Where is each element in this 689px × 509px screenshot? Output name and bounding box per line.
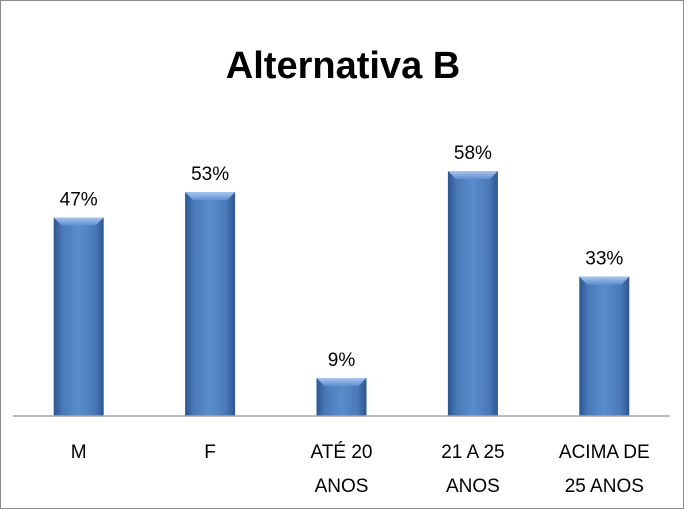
category-label-5: ACIMA DE 25 ANOS (559, 442, 650, 497)
bar-5 (579, 276, 630, 416)
data-label-3: 9% (328, 350, 356, 371)
category-label-2: F (204, 442, 216, 463)
data-label-1: 47% (60, 189, 98, 210)
bar-cap-2 (185, 192, 236, 201)
data-label-5: 33% (585, 249, 623, 270)
category-label-1: M (71, 442, 87, 463)
data-label-4: 58% (454, 143, 492, 164)
bar-cap-1 (53, 217, 104, 226)
bar-cap-3 (316, 377, 367, 386)
bar-1 (53, 217, 104, 416)
data-label-2: 53% (191, 164, 229, 185)
category-label-4: 21 A 25 ANOS (441, 442, 504, 497)
chart-title: Alternativa B (225, 45, 461, 87)
bar-cap-5 (579, 276, 630, 285)
bar-4 (447, 171, 498, 416)
bar-2 (185, 192, 236, 416)
bar-cap-4 (447, 171, 498, 179)
category-label-3: ATÉ 20 ANOS (311, 442, 373, 497)
